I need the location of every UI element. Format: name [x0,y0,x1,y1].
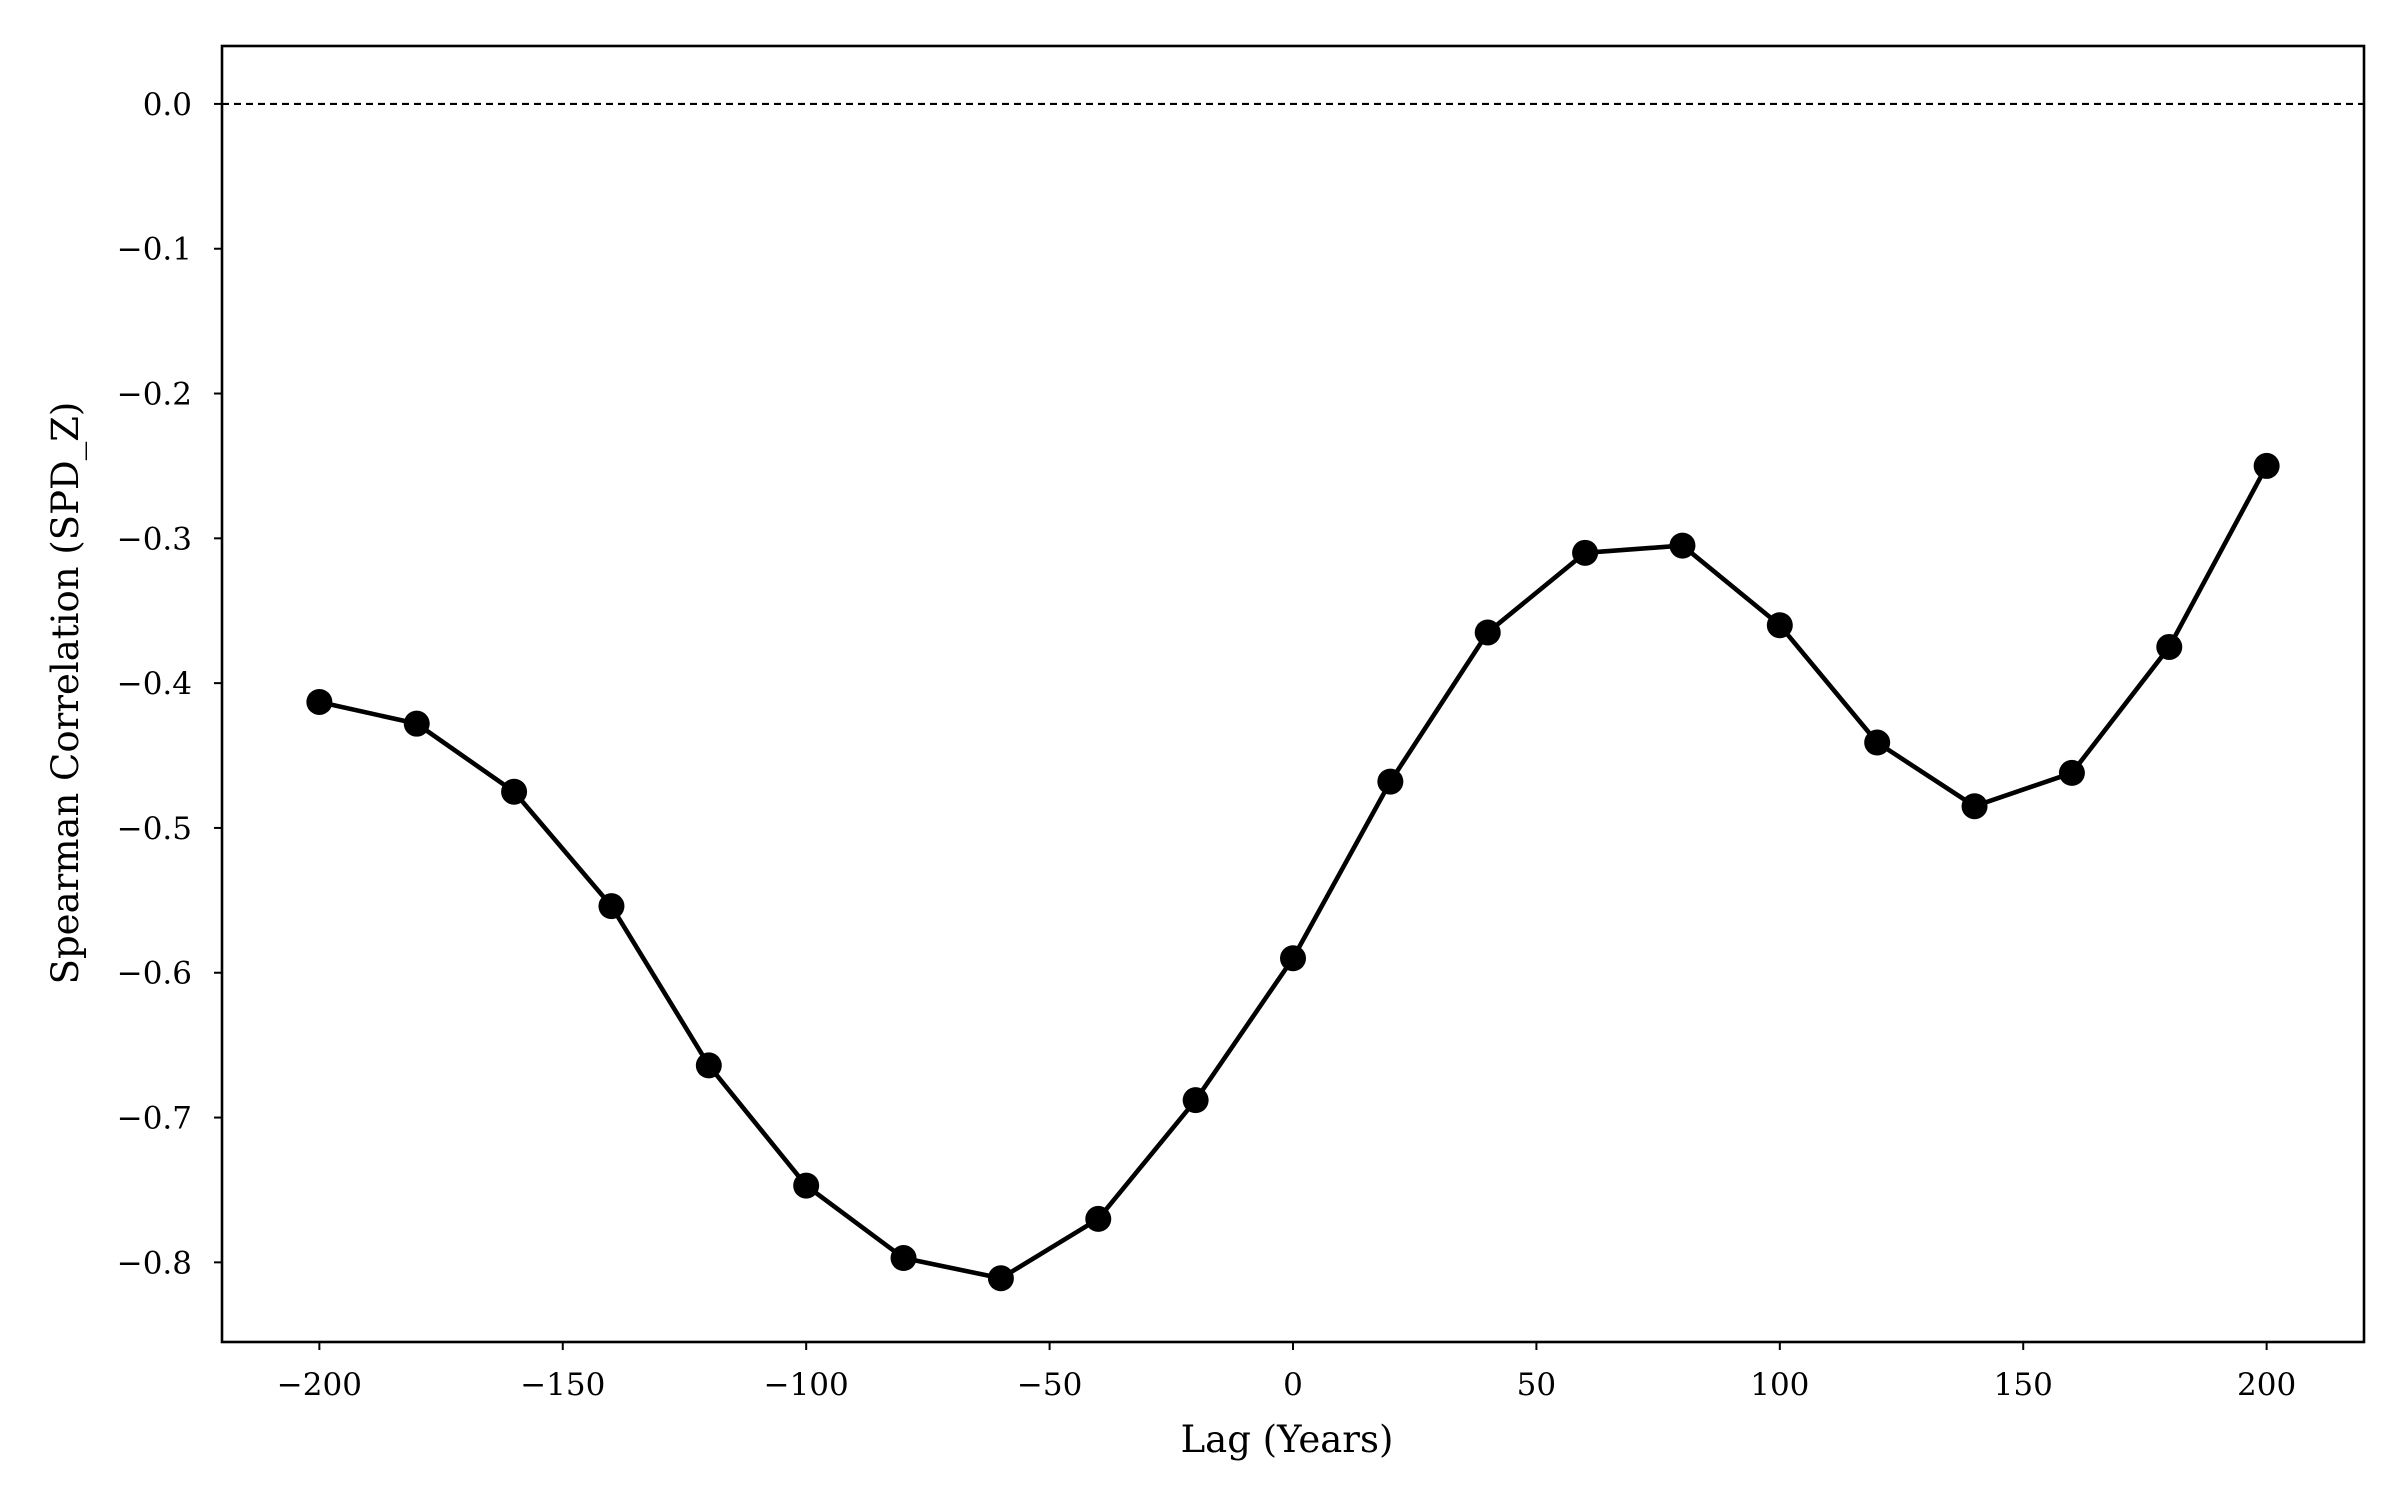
x-tick-label: 150 [1994,1367,2053,1403]
y-tick-label: −0.6 [117,956,192,992]
x-axis-label: Lag (Years) [1181,1418,1394,1461]
data-point [1766,612,1793,639]
y-tick-label: 0.0 [143,87,192,123]
x-tick-label: −50 [1017,1367,1082,1403]
y-tick-label: −0.2 [117,377,192,413]
data-point [1280,945,1306,972]
data-point [695,1052,722,1079]
x-tick-label: −150 [520,1367,605,1403]
data-point [2156,633,2183,660]
data-point [793,1172,820,1199]
x-tick-label: 200 [2237,1367,2296,1403]
y-tick-label: −0.4 [117,666,192,702]
data-point [2253,452,2280,479]
y-tick-label: −0.7 [117,1101,192,1137]
data-point [1085,1205,1112,1232]
x-tick-label: −100 [764,1367,849,1403]
y-tick-label: −0.8 [117,1245,192,1281]
y-tick-label: −0.3 [117,521,192,557]
data-point [403,710,430,737]
data-point [1474,619,1501,646]
data-point [1864,729,1891,756]
data-point [1182,1087,1209,1114]
x-tick-label: −200 [277,1367,362,1403]
data-point [2058,759,2085,786]
data-point [1572,539,1599,566]
x-tick-label: 50 [1517,1367,1556,1403]
data-point [598,893,625,920]
y-tick-label: −0.1 [117,232,192,268]
data-point [890,1245,917,1272]
data-point [1669,532,1696,559]
x-tick-label: 0 [1283,1367,1303,1403]
data-point [987,1265,1014,1292]
y-tick-label: −0.5 [117,811,192,847]
data-point [306,688,333,715]
data-point [1961,793,1988,820]
data-point [1377,768,1404,795]
data-point [501,778,528,805]
y-axis-label: Spearman Correlation (SPD_Z) [44,402,88,985]
x-tick-label: 100 [1750,1367,1809,1403]
